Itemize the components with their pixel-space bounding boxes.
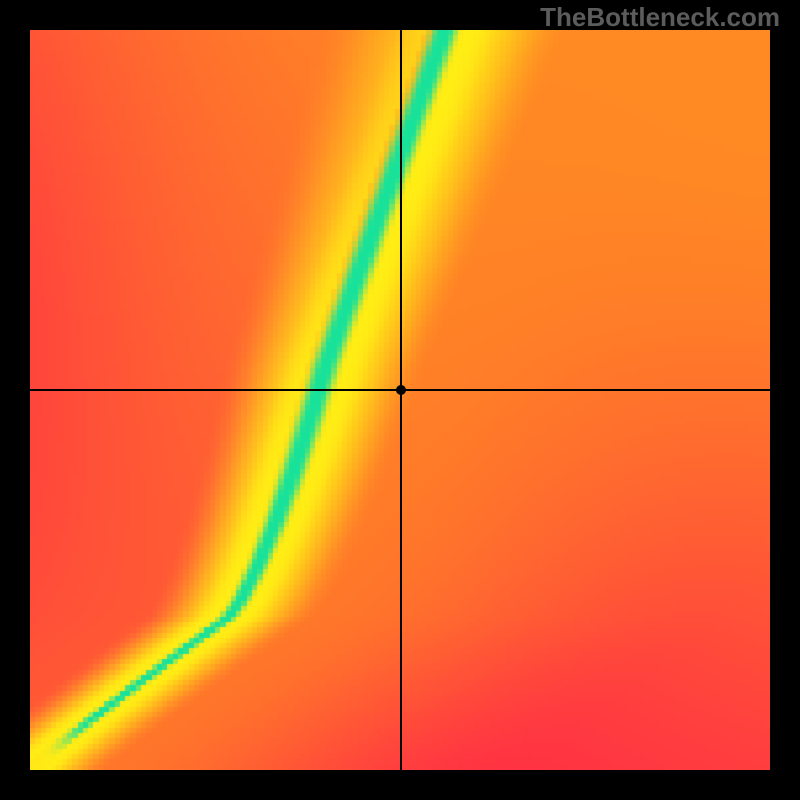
chart-stage: TheBottleneck.com	[0, 0, 800, 800]
watermark-text: TheBottleneck.com	[540, 2, 780, 33]
crosshair-vertical-line	[400, 30, 402, 770]
